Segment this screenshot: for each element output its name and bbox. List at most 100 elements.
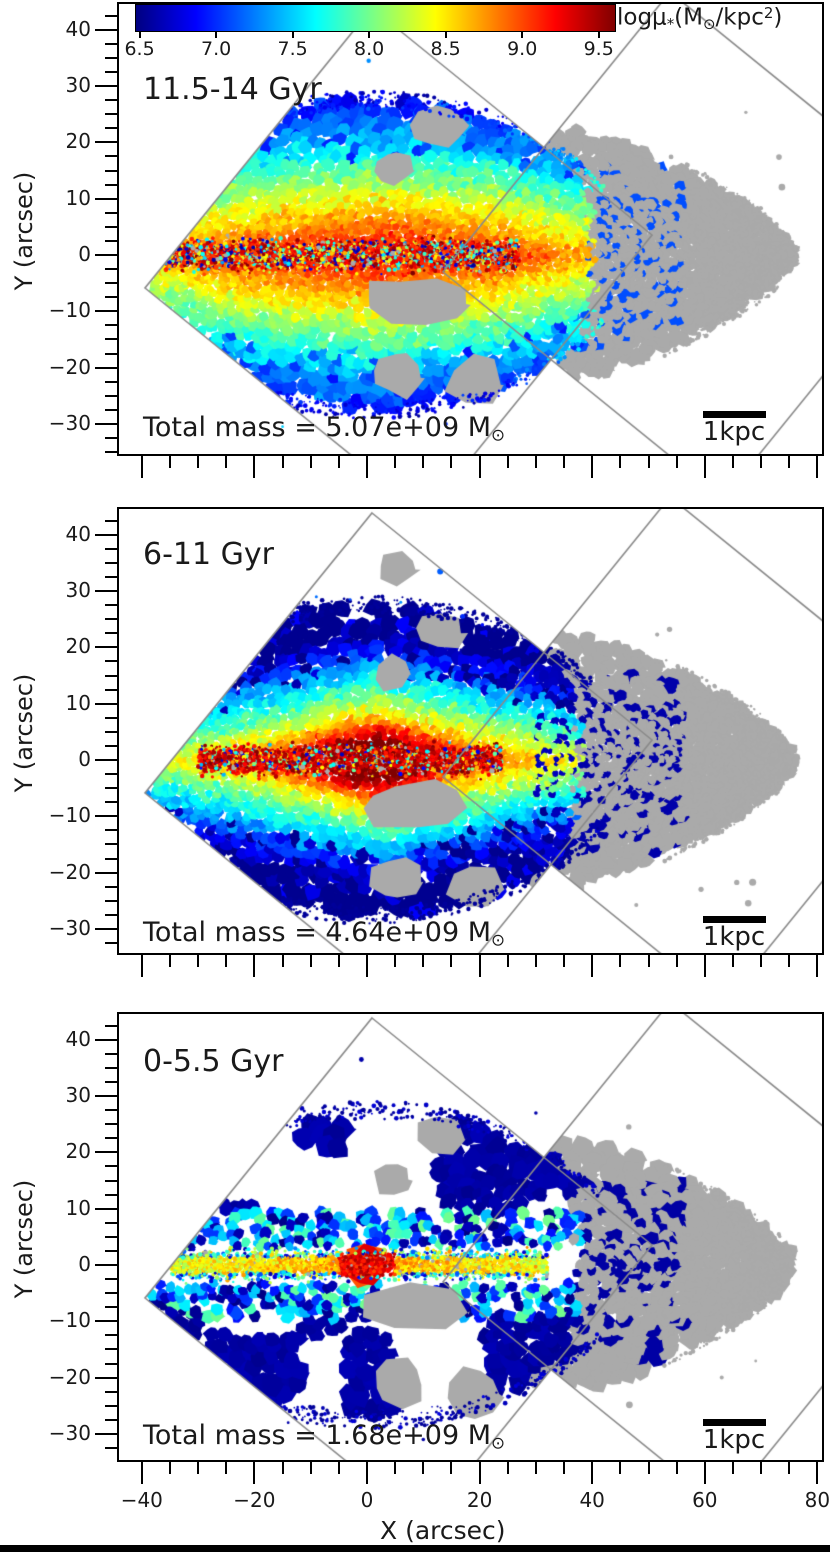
x-minor-tick-mark [534, 456, 537, 468]
x-tick-mark [703, 456, 706, 478]
x-minor-tick-mark [563, 1462, 566, 1474]
y-tick-label: −20 [48, 354, 91, 379]
x-tick-mark [253, 456, 256, 478]
x-tick-mark [253, 955, 256, 977]
x-minor-tick-mark [506, 456, 509, 468]
y-tick-mark [95, 1151, 117, 1154]
x-minor-tick-mark [563, 456, 566, 468]
y-minor-tick-mark [105, 169, 117, 172]
y-tick-label: 30 [65, 1083, 91, 1108]
x-tick-mark [703, 955, 706, 977]
y-minor-tick-mark [105, 1390, 117, 1393]
total-mass-text: Total mass = 5.07e+09 M [143, 412, 491, 443]
y-minor-tick-mark [105, 913, 117, 916]
scalebar: 1kpc [702, 411, 766, 445]
y-tick-label: 30 [65, 578, 91, 603]
y-minor-tick-mark [105, 561, 117, 564]
colorbar-tick-label: 6.5 [124, 38, 155, 60]
x-tick-mark [816, 1462, 819, 1484]
y-minor-tick-mark [105, 1446, 117, 1449]
colorbar: logμ*(M⊙/kpc2) [135, 4, 782, 33]
y-tick-mark [95, 702, 117, 705]
y-tick-mark [95, 1320, 117, 1323]
colorbar-tick-mark [368, 31, 371, 38]
x-minor-tick-mark [619, 456, 622, 468]
y-minor-tick-mark [105, 1137, 117, 1140]
total-mass-label: Total mass = 1.68e+09 M⊙ [143, 1420, 505, 1453]
y-minor-tick-mark [105, 1306, 117, 1309]
y-tick-mark [95, 310, 117, 313]
y-minor-tick-mark [105, 688, 117, 691]
y-minor-tick-mark [105, 324, 117, 327]
colorbar-label-mid: (M [674, 4, 703, 31]
map-canvas-intermediate [117, 507, 824, 955]
y-tick-mark [95, 927, 117, 930]
x-tick-mark [366, 955, 368, 977]
x-minor-tick-mark [760, 456, 763, 468]
x-minor-tick-mark [225, 955, 228, 967]
scalebar-line [702, 916, 766, 923]
y-minor-tick-mark [105, 113, 117, 116]
y-minor-tick-mark [105, 829, 117, 832]
y-minor-tick-mark [105, 394, 117, 397]
y-minor-tick-mark [105, 1165, 117, 1168]
y-minor-tick-mark [105, 451, 117, 454]
x-minor-tick-mark [675, 955, 678, 967]
y-minor-tick-mark [105, 99, 117, 102]
y-minor-tick-mark [105, 773, 117, 776]
y-tick-mark [95, 533, 117, 536]
y-tick-label: 10 [65, 185, 91, 210]
x-tick-mark [478, 1462, 481, 1484]
x-minor-tick-mark [731, 955, 734, 967]
x-minor-tick-mark [647, 456, 650, 468]
x-minor-tick-mark [394, 456, 397, 468]
y-minor-tick-mark [105, 801, 117, 804]
x-tick-mark [478, 456, 481, 478]
y-tick-label: 40 [65, 16, 91, 41]
y-tick-mark [95, 871, 117, 874]
x-minor-tick-mark [225, 456, 228, 468]
scalebar-line [702, 411, 766, 418]
x-minor-tick-mark [647, 1462, 650, 1474]
y-minor-tick-mark [105, 1235, 117, 1238]
y-minor-tick-mark [105, 1123, 117, 1126]
total-mass-label: Total mass = 5.07e+09 M⊙ [143, 412, 505, 445]
y-minor-tick-mark [105, 71, 117, 74]
y-minor-tick-mark [105, 338, 117, 341]
x-minor-tick-mark [337, 1462, 340, 1474]
x-tick-label: 60 [692, 1488, 718, 1512]
y-tick-label: −10 [48, 803, 91, 828]
x-minor-tick-mark [168, 456, 171, 468]
x-tick-mark [478, 955, 481, 977]
y-minor-tick-mark [105, 787, 117, 790]
colorbar-tick-mark [138, 31, 141, 38]
x-tick-mark [366, 1462, 368, 1484]
y-axis-title-panel3: Y (arcsec) [10, 1179, 38, 1299]
scalebar: 1kpc [702, 1419, 766, 1453]
y-minor-tick-mark [105, 42, 117, 45]
y-minor-tick-mark [105, 604, 117, 607]
y-tick-mark [95, 422, 117, 425]
bottom-border-strip [0, 1545, 830, 1552]
colorbar-tick-mark [521, 31, 524, 38]
x-tick-label: −40 [120, 1488, 163, 1512]
y-tick-label: 20 [65, 1139, 91, 1164]
x-minor-tick-mark [450, 955, 453, 967]
colorbar-label-prefix: logμ [617, 4, 667, 31]
colorbar-gradient [135, 4, 616, 32]
y-minor-tick-mark [105, 632, 117, 635]
y-minor-tick-mark [105, 744, 117, 747]
solar-mass-symbol: ⊙ [491, 1432, 506, 1453]
x-tick-mark [591, 955, 594, 977]
y-tick-label: 40 [65, 521, 91, 546]
age-bin-label: 0-5.5 Gyr [143, 1044, 284, 1079]
y-axis-title-panel2: Y (arcsec) [10, 673, 38, 793]
y-minor-tick-mark [105, 730, 117, 733]
colorbar-tick-label: 7.0 [200, 38, 232, 60]
scalebar-label: 1kpc [702, 1425, 766, 1455]
x-minor-tick-mark [309, 1462, 312, 1474]
x-minor-tick-mark [506, 955, 509, 967]
y-minor-tick-mark [105, 1052, 117, 1055]
x-minor-tick-mark [675, 1462, 678, 1474]
y-tick-label: 40 [65, 1026, 91, 1051]
